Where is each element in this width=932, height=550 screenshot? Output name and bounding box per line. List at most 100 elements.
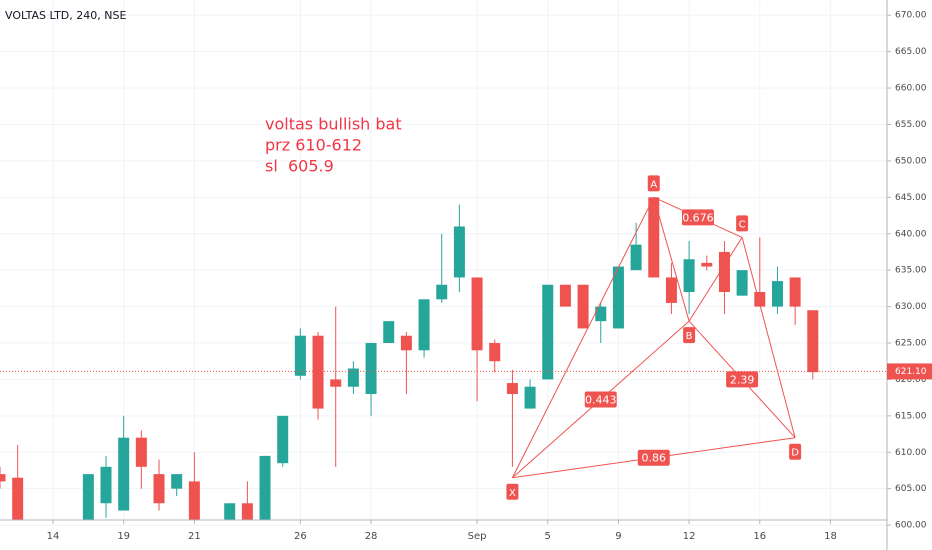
candle-body [630, 244, 642, 271]
candle-body [612, 266, 624, 329]
y-tick-label: 670.00 [895, 11, 927, 21]
candle-body [188, 481, 200, 520]
x-tick-label: 12 [683, 531, 696, 542]
pattern-line [688, 237, 743, 322]
y-tick-label: 660.00 [895, 84, 927, 94]
y-tick-label: 645.00 [895, 193, 927, 203]
x-tick-label: 5 [545, 531, 551, 542]
candle-body [436, 284, 448, 300]
candle-body [683, 259, 695, 293]
candle-body [577, 284, 589, 329]
point-label: C [739, 219, 746, 230]
candle-body [701, 262, 713, 267]
point-box [647, 175, 660, 192]
candle-body [506, 383, 518, 394]
candle-body [418, 299, 430, 351]
ratio-box [726, 371, 759, 388]
candle-body [277, 415, 289, 464]
last-price-label: 621.10 [895, 367, 927, 377]
y-tick-label: 620.00 [895, 375, 927, 385]
ratio-box [681, 209, 714, 226]
candle-body [489, 343, 501, 362]
ratio-label: 0.676 [682, 211, 714, 224]
candle-body [665, 277, 677, 303]
candle-body [559, 284, 571, 307]
candle-body [771, 281, 783, 307]
candle-body [383, 321, 395, 344]
candle-body [224, 503, 236, 520]
x-tick-label: 14 [47, 531, 60, 542]
candle-body [82, 474, 94, 520]
pattern-line [741, 237, 796, 438]
ratio-box [637, 449, 670, 466]
x-tick-label: 28 [365, 531, 378, 542]
x-tick-label: 26 [294, 531, 307, 542]
candle-body [153, 474, 165, 504]
candle-body [135, 437, 147, 467]
candle-body [12, 477, 24, 520]
y-tick-label: 665.00 [895, 47, 927, 57]
candle-body [171, 474, 183, 489]
y-tick-label: 600.00 [895, 521, 927, 531]
y-tick-label: 640.00 [895, 229, 927, 239]
candle-body [100, 466, 112, 504]
point-label: A [650, 179, 657, 190]
x-tick-label: 18 [824, 531, 837, 542]
candle-body [330, 379, 342, 387]
candle-body [347, 368, 359, 387]
candle-body [807, 310, 819, 373]
y-tick-label: 635.00 [895, 266, 927, 276]
y-tick-label: 630.00 [895, 302, 927, 312]
candle-body [789, 277, 801, 307]
x-tick-label: 16 [753, 531, 766, 542]
candle-body [294, 335, 306, 376]
y-tick-label: 650.00 [895, 156, 927, 166]
candle-body [118, 437, 130, 511]
chart-title: VOLTAS LTD, 240, NSE [5, 9, 126, 22]
candle-body [0, 474, 6, 482]
candle-body [312, 335, 324, 409]
x-tick-label: 19 [117, 531, 130, 542]
axes: 600.00 605.00 610.00 615.00 620.00 625.00 630.… [47, 11, 932, 542]
annotation: prz 610-612 [265, 136, 362, 155]
y-tick-label: 615.00 [895, 411, 927, 421]
plot-area: 0.676 0.443 2.39 0.86 X A B C D [0, 175, 887, 520]
ratio-label: 0.86 [642, 452, 667, 465]
y-tick-label: 610.00 [895, 448, 927, 458]
pattern-line [653, 197, 690, 322]
y-tick-label: 625.00 [895, 339, 927, 349]
candle-body [595, 306, 607, 322]
annotation: sl 605.9 [265, 157, 334, 176]
candle-body [471, 277, 483, 351]
candle-body [400, 335, 412, 351]
point-label: X [509, 488, 516, 499]
point-box [789, 443, 802, 460]
candle-body [259, 455, 271, 520]
candle-body [718, 251, 730, 293]
ratio-box [584, 391, 617, 408]
x-tick-label: 9 [615, 531, 621, 542]
candle-body [542, 284, 554, 380]
last-price-tag [887, 363, 932, 380]
point-box [683, 327, 696, 344]
candle-body [736, 270, 748, 296]
candle-body [524, 386, 536, 409]
candle-body [648, 197, 660, 278]
y-tick-label: 605.00 [895, 484, 927, 494]
candle-body [453, 226, 465, 278]
candle-body [241, 503, 253, 520]
point-label: B [686, 331, 693, 342]
x-tick-label: 21 [188, 531, 201, 542]
point-label: D [791, 448, 799, 459]
candle-body [754, 292, 766, 307]
y-tick-label: 655.00 [895, 120, 927, 130]
point-box [506, 483, 519, 500]
ratio-label: 2.39 [730, 373, 755, 386]
ratio-label: 0.443 [585, 393, 617, 406]
candle-body [365, 343, 377, 394]
x-tick-label: Sep [468, 531, 487, 542]
annotation: voltas bullish bat [265, 115, 402, 134]
pattern-line [511, 197, 655, 478]
